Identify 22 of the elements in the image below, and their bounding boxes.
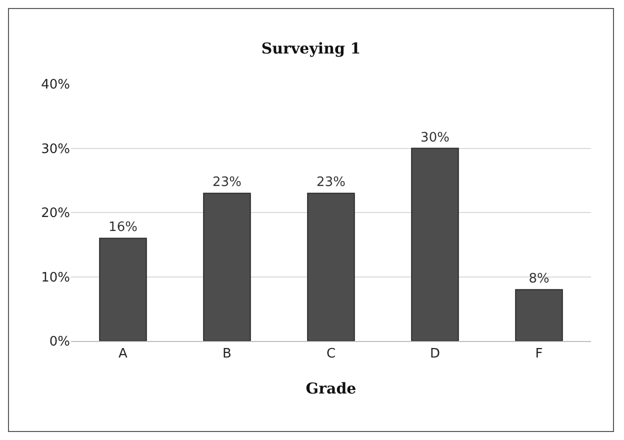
y-tick-label: 0% xyxy=(49,334,70,350)
bar xyxy=(515,289,563,341)
chart-title: Surveying 1 xyxy=(261,39,361,58)
y-tick-label: 40% xyxy=(41,78,70,93)
y-tick-label: 20% xyxy=(41,206,70,222)
x-tick-label: D xyxy=(430,346,440,362)
x-tick-label: F xyxy=(535,346,543,362)
y-tick-label: 10% xyxy=(41,270,70,286)
bar xyxy=(411,148,459,341)
data-label: 8% xyxy=(528,272,550,287)
data-label: 23% xyxy=(316,175,346,190)
bar xyxy=(203,192,251,341)
bar xyxy=(99,238,147,341)
bar xyxy=(307,192,355,341)
x-tick-label: C xyxy=(326,346,336,362)
data-label: 30% xyxy=(420,130,450,146)
data-label: 16% xyxy=(108,220,138,236)
x-axis-title: Grade xyxy=(306,380,356,398)
y-tick-label: 30% xyxy=(41,142,70,157)
data-label: 23% xyxy=(212,175,242,190)
x-tick-label: A xyxy=(118,346,128,362)
x-tick-label: B xyxy=(222,346,232,362)
